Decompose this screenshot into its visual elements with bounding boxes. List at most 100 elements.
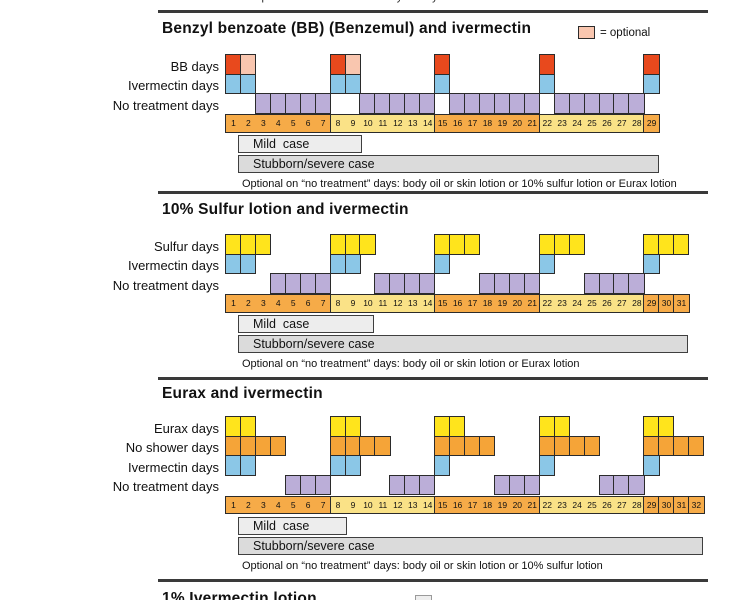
day-cell [225,234,242,255]
day-number: 7 [320,499,326,510]
day-cell [329,73,346,95]
day-number: 2 [246,118,251,129]
day-number: 8 [335,298,341,309]
day-cell [538,234,555,255]
day-number: 22 [542,499,552,510]
next-section-title-partial: 1% Ivermectin lotion [162,590,317,600]
day-number: 21 [527,499,537,510]
day-strip-single: 31 [673,294,690,313]
day-cell [583,435,600,457]
day-cell [329,455,346,476]
day-cell [553,234,570,255]
day-cell [568,234,585,255]
day-cell [344,54,361,75]
day-cell [673,234,690,255]
day-number: 1 [231,499,236,510]
day-cell [613,273,630,294]
day-number: 32 [691,499,702,510]
day-cell [553,416,570,437]
day-number: 29 [646,118,657,129]
day-cell [508,273,526,294]
day-cell [239,253,257,275]
day-number: 10 [363,118,373,129]
day-cell [314,273,331,294]
day-number: 6 [305,298,311,309]
day-cell [538,435,555,457]
divider-line [158,579,708,582]
day-number: 3 [260,499,266,510]
day-number: 11 [378,118,388,129]
day-number: 11 [378,499,388,510]
day-number: 6 [305,118,311,129]
day-cell [464,93,481,114]
day-cell [359,234,376,255]
day-cell [225,73,242,95]
day-cell [344,455,361,476]
day-cell [239,435,257,457]
day-cell [568,93,585,114]
day-number: 4 [275,118,281,129]
day-number: 16 [452,118,463,129]
day-cell [434,253,451,275]
day-cell [553,435,570,457]
day-strip-week: 22 23 24 25 26 27 28 [538,114,645,133]
day-cell [329,234,346,255]
day-number: 28 [632,499,642,510]
day-number: 17 [467,118,478,129]
day-number: 4 [275,499,281,510]
day-cell [568,435,585,457]
day-number: 30 [661,499,672,510]
row-label: No treatment days [112,97,219,113]
day-cell [419,93,436,114]
day-cell [613,93,630,114]
day-cell [225,435,242,457]
day-cell [523,273,541,294]
day-cell [598,474,615,496]
day-cell [673,435,690,457]
day-number: 30 [661,298,672,309]
day-cell [404,93,421,114]
day-cell [643,455,660,476]
day-cell [434,54,451,75]
day-strip-week: 8 9 10 11 12 13 14 [329,495,436,514]
partial-legend-swatch [415,595,432,600]
day-cell [239,54,257,75]
day-number: 7 [320,118,326,129]
day-cell [643,54,660,75]
mild-case-bar: Mild case [238,516,348,535]
day-number: 21 [527,298,537,309]
day-number: 13 [408,118,418,129]
day-number: 23 [557,499,567,510]
day-number: 25 [587,499,597,510]
day-cell [344,435,361,457]
day-cell [389,474,406,496]
section-title-sulfur: 10% Sulfur lotion and ivermectin [162,201,409,218]
day-strip-single: 30 [658,495,675,514]
day-number: 17 [467,499,478,510]
optional-legend-label: = optional [600,26,651,39]
day-cell [434,416,451,437]
day-cell [284,93,301,114]
day-cell [449,435,466,457]
day-number: 1 [231,298,236,309]
day-cell [254,435,272,457]
day-number: 3 [260,118,266,129]
day-cell [329,253,346,275]
day-number: 20 [512,499,523,510]
day-cell [239,73,257,95]
day-number: 4 [275,298,281,309]
day-cell [314,93,331,114]
day-cell [389,93,406,114]
day-cell [628,273,645,294]
day-number: 19 [497,118,508,129]
day-number: 22 [542,118,552,129]
day-cell [658,416,675,437]
row-label: Ivermectin days [127,258,219,273]
day-cell [434,73,451,95]
day-strip-week: 22 23 24 25 26 27 28 [538,294,645,313]
day-number: 15 [437,499,448,510]
day-cell [269,273,287,294]
day-number: 21 [527,118,537,129]
day-number: 13 [408,499,418,510]
